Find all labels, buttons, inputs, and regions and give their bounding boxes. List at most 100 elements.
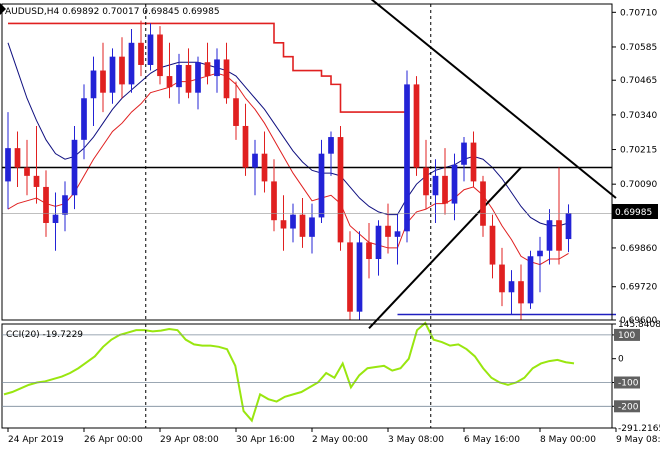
candle-body[interactable] <box>81 98 87 140</box>
time-tick-label: 3 May 08:00 <box>388 435 444 445</box>
candle-body[interactable] <box>299 214 306 237</box>
ma-fast-line <box>7 72 569 266</box>
candle-body[interactable] <box>233 98 239 126</box>
price-tick-label: 0.69720 <box>620 283 657 293</box>
time-tick-label: 6 May 16:00 <box>464 435 520 445</box>
current-price-label: 0.69985 <box>615 208 652 218</box>
candle-body[interactable] <box>166 76 173 88</box>
cci-level-tag <box>614 376 640 389</box>
price-tick-label: 0.70710 <box>620 8 657 18</box>
candle-body[interactable] <box>90 70 97 99</box>
candle-body[interactable] <box>5 148 11 182</box>
candle-body[interactable] <box>33 175 40 187</box>
cci-pane-frame <box>1 323 613 429</box>
candle-body[interactable] <box>100 70 106 93</box>
time-tick-label: 29 Apr 08:00 <box>160 435 219 445</box>
cci-line <box>3 321 575 423</box>
time-tick-label: 9 May 08:00 <box>616 435 660 445</box>
upper-envelope-line <box>8 22 407 113</box>
chart-title: AUDUSD,H4 0.69892 0.70017 0.69845 0.6998… <box>5 7 220 17</box>
candle-body[interactable] <box>185 64 192 93</box>
candle-body[interactable] <box>280 220 287 229</box>
candle-body[interactable] <box>489 225 496 265</box>
candle-body[interactable] <box>176 64 182 88</box>
candle-body[interactable] <box>43 186 49 223</box>
candle-body[interactable] <box>119 56 125 85</box>
candle-body[interactable] <box>318 153 325 218</box>
candle-body[interactable] <box>499 264 505 293</box>
cci-tick-label: -291.2165 <box>618 424 660 434</box>
price-tick-label: 0.70215 <box>620 146 657 156</box>
cci-tick-label: 145.8408 <box>618 320 660 330</box>
candle-body[interactable] <box>157 34 163 77</box>
candle-body[interactable] <box>546 220 553 251</box>
time-tick-label: 8 May 00:00 <box>540 435 596 445</box>
cci-label: CCI(20) -19.7229 <box>6 330 83 340</box>
candle-body[interactable] <box>556 220 562 251</box>
price-tick-label: 0.70465 <box>620 76 657 86</box>
candle-body[interactable] <box>242 125 249 168</box>
cci-tick-label: 0 <box>618 355 624 365</box>
candle-body[interactable] <box>366 242 372 260</box>
candle-body[interactable] <box>14 148 21 168</box>
cci-pane[interactable] <box>3 321 575 423</box>
candle-body[interactable] <box>413 84 420 168</box>
candle-body[interactable] <box>128 42 135 85</box>
candle-body[interactable] <box>565 213 572 240</box>
candle-body[interactable] <box>24 167 30 176</box>
candle-body[interactable] <box>195 62 201 93</box>
candle-body[interactable] <box>52 214 59 223</box>
trendline[interactable] <box>368 166 522 330</box>
price-title-icon <box>0 3 6 15</box>
candle-body[interactable] <box>375 225 382 260</box>
candle-body[interactable] <box>451 164 458 204</box>
candle-body[interactable] <box>71 139 78 196</box>
cci-level-label: -100 <box>618 378 639 388</box>
candle-body[interactable] <box>527 256 534 304</box>
axes: 0.70710 0.70585 0.70465 0.70340 0.70215 0.700… <box>1 3 660 445</box>
time-tick-label: 24 Apr 2019 <box>8 435 64 445</box>
candle-body[interactable] <box>347 242 353 312</box>
candle-body[interactable] <box>461 142 467 165</box>
candle-body[interactable] <box>252 153 258 168</box>
candle-body[interactable] <box>356 242 363 312</box>
candle-body[interactable] <box>261 153 268 182</box>
price-tick-label: 0.70090 <box>620 180 657 190</box>
candle-body[interactable] <box>394 231 401 237</box>
candle-body[interactable] <box>518 281 524 304</box>
cci-level-tag <box>614 328 640 341</box>
candle-body[interactable] <box>109 56 116 93</box>
candle-body[interactable] <box>271 181 277 221</box>
candle-body[interactable] <box>508 281 515 293</box>
cci-level-tag <box>614 400 640 413</box>
trendline[interactable] <box>350 0 617 199</box>
cci-level-label: 100 <box>618 331 635 341</box>
candle-body[interactable] <box>309 217 315 237</box>
candle-body[interactable] <box>432 175 439 196</box>
cci-level-label: -200 <box>618 402 639 412</box>
candle-body[interactable] <box>404 84 410 232</box>
candle-body[interactable] <box>537 250 543 257</box>
time-tick-label: 2 May 00:00 <box>312 435 368 445</box>
candle-body[interactable] <box>337 137 344 243</box>
candle-body[interactable] <box>138 42 144 65</box>
candle-body[interactable] <box>423 167 429 196</box>
candle-body[interactable] <box>480 181 486 226</box>
price-pane[interactable] <box>2 0 617 330</box>
candle-body[interactable] <box>328 137 334 154</box>
time-tick-label: 30 Apr 16:00 <box>236 435 295 445</box>
price-tick-label: 0.70585 <box>620 43 657 53</box>
candle-body[interactable] <box>214 59 220 77</box>
price-tick-label: 0.69600 <box>620 316 657 326</box>
candle-body[interactable] <box>223 59 230 99</box>
price-pane-frame <box>1 3 613 321</box>
candle-body[interactable] <box>385 225 391 237</box>
candle-body[interactable] <box>204 62 211 77</box>
price-tick-label: 0.70340 <box>620 111 657 121</box>
candle-body[interactable] <box>442 175 448 204</box>
candle-body[interactable] <box>470 142 477 182</box>
candle-body[interactable] <box>62 195 68 215</box>
candle-body[interactable] <box>147 34 154 65</box>
candle-body[interactable] <box>290 214 296 229</box>
